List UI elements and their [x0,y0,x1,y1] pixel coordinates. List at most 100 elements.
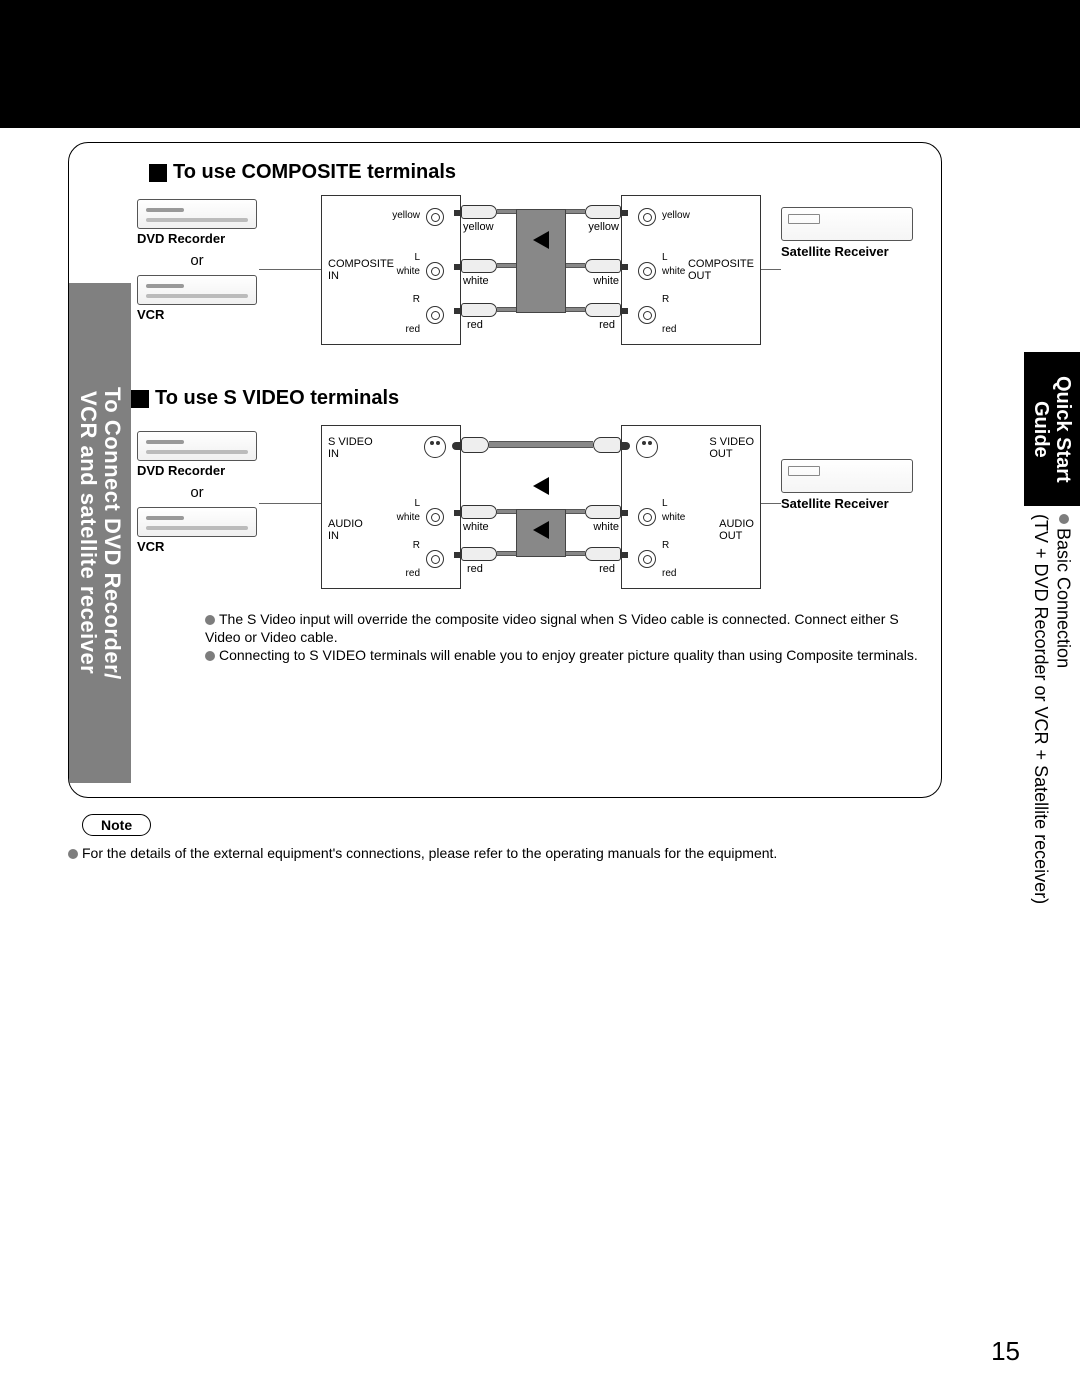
section2-left-devices: DVD Recorder or VCR [137,431,257,554]
r-label2: R [413,540,420,551]
bullet-circle-icon [205,615,215,625]
svideo-out-label: S VIDEO OUT [709,436,754,460]
plug-red-right2-label: red [599,563,615,575]
plug-red-right [585,303,621,317]
jack-red-out2-label: red [662,568,676,579]
section2-title: To use S VIDEO terminals [131,387,399,410]
plug-white-left [461,259,497,273]
jack-yellow-in-label: yellow [392,210,420,221]
plug-yellow-left [461,205,497,219]
plug-yellow-right-label: yellow [588,221,619,233]
composite-out-panel: COMPOSITE OUT yellow L white R red [621,195,761,345]
sjack-in [424,436,446,458]
jack-white-in2-label: white [397,512,420,523]
inner-notes: The S Video input will override the comp… [205,611,929,665]
plug-white-left2-label: white [463,521,489,533]
jack-white-in2 [426,508,444,526]
plug-red-left2 [461,547,497,561]
l-label: L [414,252,420,263]
plug-white-left2 [461,505,497,519]
jack-red-out-label: red [662,324,676,335]
plug-red-right2 [585,547,621,561]
svideo-in-label: S VIDEO IN [328,436,373,460]
jack-white-out [638,262,656,280]
page-number: 15 [991,1336,1020,1367]
outer-note: For the details of the external equipmen… [68,844,938,862]
vcr-icon [137,507,257,537]
svideo-out-panel: S VIDEO OUT AUDIO OUT L white R red [621,425,761,589]
page-header-black [0,0,1080,128]
section1-title: To use COMPOSITE terminals [149,161,923,184]
callout-line-right1 [761,269,781,270]
svideo-in-panel: S VIDEO IN AUDIO IN L white R red [321,425,461,589]
right-side-text-content: Basic Connection (TV + DVD Recorder or V… [1030,514,1075,904]
callout-line-right2 [761,503,781,504]
r-label: R [413,294,420,305]
jack-yellow-out [638,208,656,226]
main-area: To use COMPOSITE terminals DVD Recorder … [131,143,941,797]
arrow-left-icon [533,477,549,495]
inner-note-1-text: The S Video input will override the comp… [205,611,899,645]
composite-in-panel: COMPOSITE IN yellow L white R red [321,195,461,345]
square-bullet [131,390,149,408]
sjack-out [636,436,658,458]
audio-out-label: AUDIO OUT [719,518,754,542]
plug-white-right-label: white [593,275,619,287]
bullet-circle-icon [205,651,215,661]
main-content-box: To Connect DVD Recorder/ VCR and satelli… [68,142,942,798]
jack-white-out-label: white [662,266,685,277]
jack-red-in [426,306,444,324]
right-side-line2: (TV + DVD Recorder or VCR + Satellite re… [1031,514,1051,904]
jack-red-in2 [426,550,444,568]
vcr-label: VCR [137,307,257,322]
callout-line-left1 [259,269,321,270]
r-label2-out: R [662,540,669,551]
arrow-left-icon [533,231,549,249]
audio-in-label: AUDIO IN [328,518,363,542]
s-plug-right [593,437,621,453]
jack-red-in-label: red [406,324,420,335]
dvd-recorder-icon [137,431,257,461]
satellite-receiver-label: Satellite Receiver [781,496,913,511]
jack-white-out2-label: white [662,512,685,523]
jack-red-out [638,306,656,324]
s-wire [489,441,593,448]
l-label2: L [414,498,420,509]
r-label-out: R [662,294,669,305]
dvd-recorder-label: DVD Recorder [137,231,257,246]
sidebar-gray: To Connect DVD Recorder/ VCR and satelli… [69,283,131,783]
plug-yellow-right [585,205,621,219]
sidebar-title: To Connect DVD Recorder/ VCR and satelli… [76,387,124,680]
l-label2-out: L [662,498,668,509]
cable-bundle [516,209,566,313]
bullet-circle-icon [1059,514,1069,524]
or-label: or [137,484,257,501]
composite-cables: yellow white red yellow white red [461,195,621,345]
jack-white-out2 [638,508,656,526]
inner-note-2-text: Connecting to S VIDEO terminals will ena… [219,647,918,663]
plug-red-left-label: red [467,319,483,331]
inner-note-1: The S Video input will override the comp… [205,611,929,647]
right-tab-text: Quick Start Guide [1030,376,1074,483]
plug-yellow-left-label: yellow [463,221,494,233]
satellite-receiver-label: Satellite Receiver [781,244,913,259]
right-side-text: Basic Connection (TV + DVD Recorder or V… [1024,514,1080,1014]
jack-yellow-in [426,208,444,226]
section2-title-text: To use S VIDEO terminals [155,387,399,410]
plug-red-left2-label: red [467,563,483,575]
plug-white-right2-label: white [593,521,619,533]
section1-left-devices: DVD Recorder or VCR [137,199,257,322]
plug-white-right2 [585,505,621,519]
dvd-recorder-icon [137,199,257,229]
section2-right-device: Satellite Receiver [781,459,913,511]
vcr-icon [137,275,257,305]
note-pill-label: Note [101,817,132,833]
svideo-cables: white red white red [461,425,621,589]
jack-yellow-out-label: yellow [662,210,690,221]
outer-note-text: For the details of the external equipmen… [82,845,777,861]
jack-white-in-label: white [397,266,420,277]
right-tab-quick-start: Quick Start Guide [1024,352,1080,506]
or-label: or [137,252,257,269]
satellite-receiver-icon [781,207,913,241]
composite-out-label: COMPOSITE OUT [688,258,754,282]
